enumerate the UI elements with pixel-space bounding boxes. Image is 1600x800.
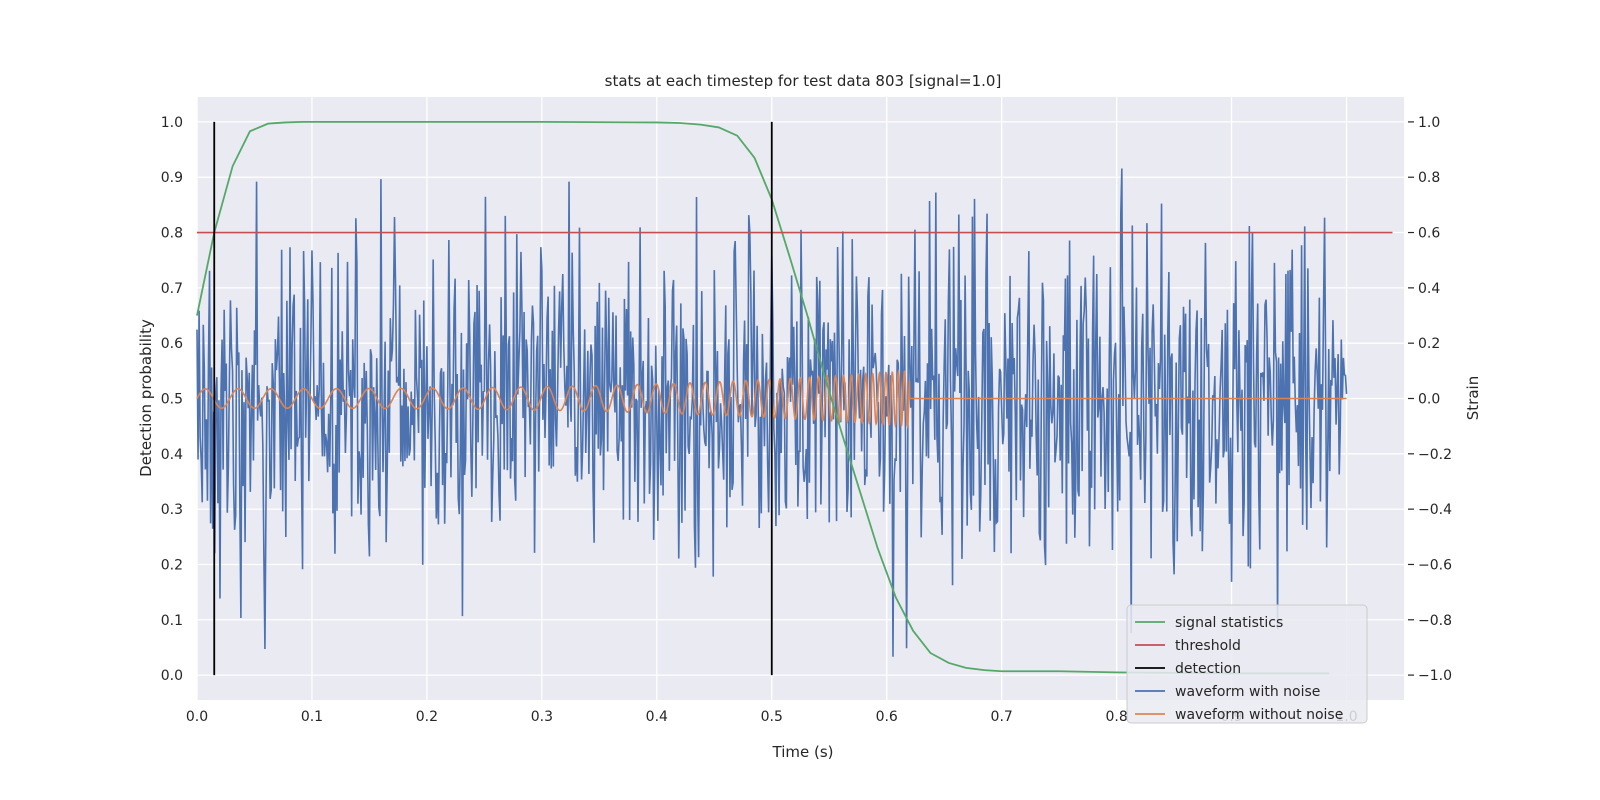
y-left-tick-label: 1.0 [161,115,183,131]
x-tick-label: 0.4 [646,709,668,725]
y-left-tick-label: 0.0 [161,668,183,684]
y-left-tick-label: 0.4 [161,447,183,463]
legend-label: threshold [1175,638,1241,654]
x-tick-label: 0.2 [416,709,438,725]
y-axis-label-right: Strain [1464,376,1482,420]
x-tick-label: 0.3 [531,709,553,725]
x-tick-label: 0.8 [1105,709,1127,725]
y-right-tick-label: 0.8 [1418,170,1440,186]
y-right-tick-label: −0.6 [1418,557,1452,573]
y-left-tick-label: 0.8 [161,226,183,242]
legend-box [1126,604,1368,724]
signal-statistics-line [196,120,1330,675]
y-right-tick-label: 0.4 [1418,281,1440,297]
x-axis-label: Time (s) [772,743,834,761]
y-right-tick-label: 0.0 [1418,392,1440,408]
x-tick-label: 0.1 [301,709,323,725]
y-right-tick-label: 1.0 [1418,115,1440,131]
legend-label: detection [1175,661,1241,677]
y-left-tick-label: 0.6 [161,336,183,352]
y-right-tick-label: −1.0 [1418,668,1452,684]
x-tick-label: 0.5 [761,709,783,725]
y-right-tick-label: −0.4 [1418,502,1452,518]
x-tick-label: 0.7 [991,709,1013,725]
x-tick-label: 0.6 [876,709,898,725]
y-left-tick-label: 0.2 [161,557,183,573]
chart-title: stats at each timestep for test data 803… [605,72,1002,90]
legend-label: waveform with noise [1175,684,1320,700]
y-right-tick-label: 0.6 [1418,226,1440,242]
y-left-tick-label: 0.7 [161,281,183,297]
y-left-tick-label: 0.9 [161,170,183,186]
y-left-tick-label: 0.5 [161,392,183,408]
y-left-tick-label: 0.3 [161,502,183,518]
legend-label: waveform without noise [1175,707,1343,723]
y-right-tick-label: −0.2 [1418,447,1452,463]
y-right-tick-label: −0.8 [1418,613,1452,629]
legend-label: signal statistics [1175,615,1283,631]
x-tick-label: 0.0 [186,709,208,725]
y-axis-label-left: Detection probability [137,319,155,477]
legend: signal statistics threshold detection wavef… [1126,604,1368,724]
series-layer [196,120,1393,676]
y-left-tick-label: 0.1 [161,613,183,629]
y-right-tick-label: 0.2 [1418,336,1440,352]
